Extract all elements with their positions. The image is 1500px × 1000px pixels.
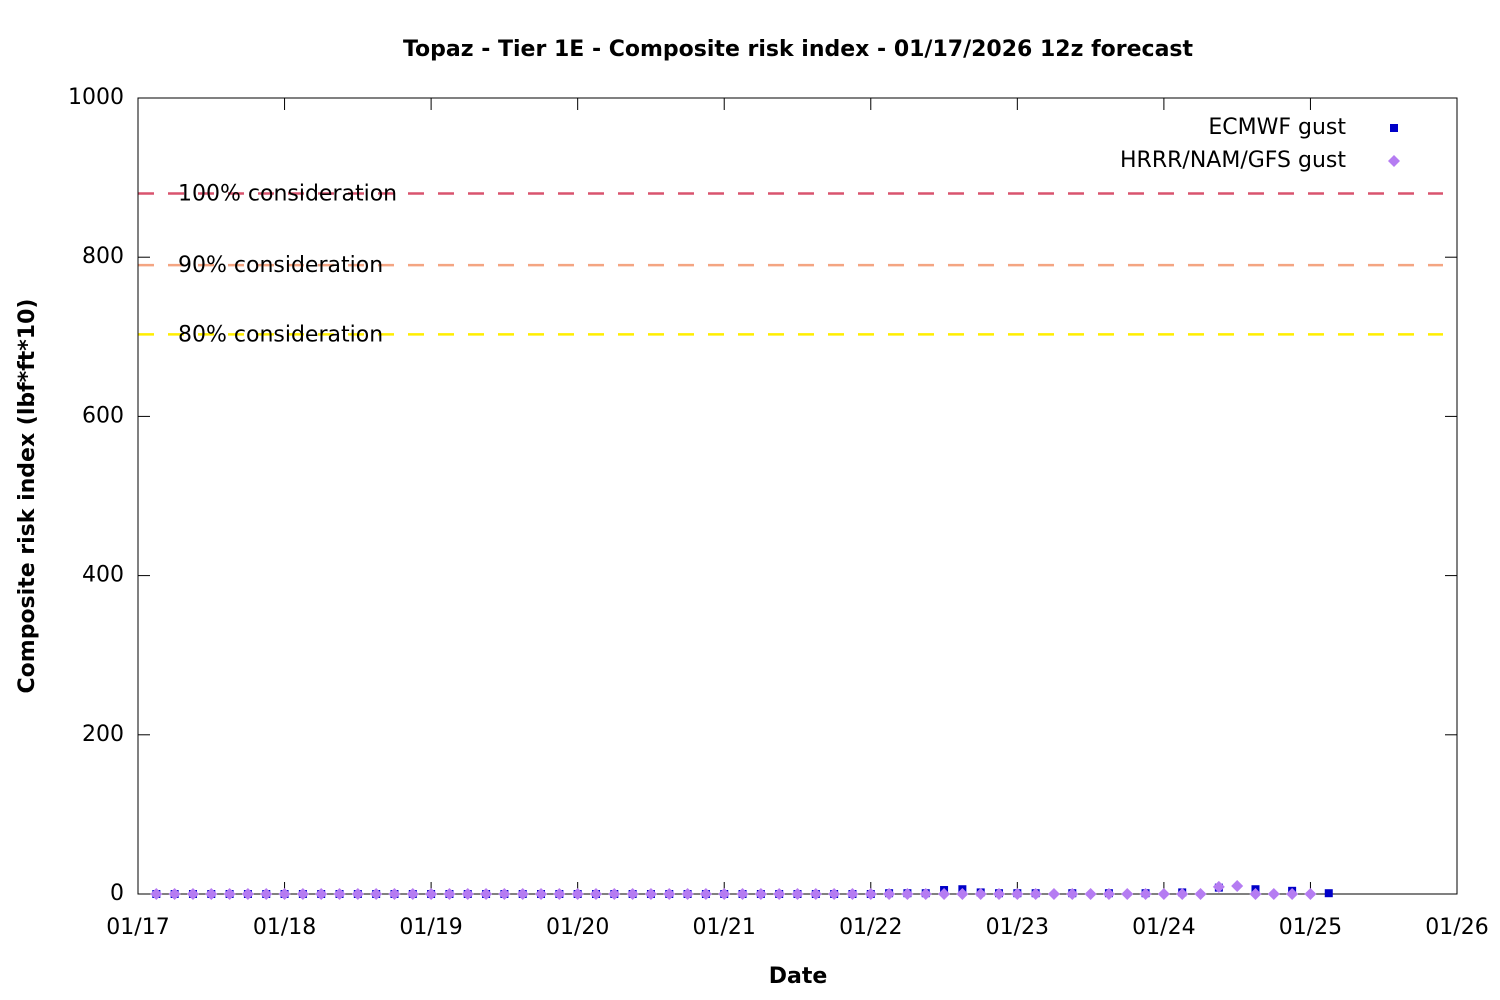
point — [1176, 888, 1189, 900]
x-axis-label: Date — [769, 964, 828, 989]
x-tick-label: 01/20 — [546, 915, 609, 940]
legend-marker — [1388, 155, 1400, 167]
point — [938, 888, 951, 900]
y-tick-label: 0 — [110, 881, 124, 906]
y-tick-label: 400 — [82, 563, 124, 588]
chart-title: Topaz - Tier 1E - Composite risk index -… — [403, 37, 1194, 62]
point — [333, 888, 346, 900]
point — [956, 888, 969, 900]
point — [1212, 880, 1225, 893]
x-tick-label: 01/24 — [1132, 915, 1195, 940]
point — [663, 888, 676, 900]
point — [296, 888, 309, 900]
point — [1047, 888, 1060, 900]
point — [699, 888, 712, 900]
point — [864, 888, 877, 900]
y-tick-label: 800 — [82, 244, 124, 269]
point — [480, 888, 493, 900]
point — [186, 888, 199, 900]
point — [718, 888, 731, 900]
point — [461, 888, 474, 900]
point — [1304, 888, 1317, 900]
point — [1084, 888, 1097, 900]
point — [1286, 888, 1299, 900]
point — [370, 888, 383, 900]
point — [553, 888, 566, 900]
point — [1194, 888, 1207, 900]
point — [241, 888, 254, 900]
point — [1249, 888, 1262, 900]
point — [278, 888, 291, 900]
threshold-label: 90% consideration — [178, 253, 383, 278]
point — [809, 888, 822, 900]
point — [168, 888, 181, 900]
point — [406, 888, 419, 900]
point — [846, 888, 859, 900]
point — [425, 888, 438, 900]
point — [626, 888, 639, 900]
point — [1102, 888, 1115, 900]
point — [681, 888, 694, 900]
point — [571, 888, 584, 900]
y-tick-label: 1000 — [68, 85, 124, 110]
point — [773, 888, 786, 900]
legend-label: ECMWF gust — [1208, 115, 1346, 140]
point — [791, 888, 804, 900]
point — [919, 888, 932, 900]
point — [443, 888, 456, 900]
point — [260, 888, 273, 900]
y-axis-label: Composite risk index (lbf*ft*10) — [15, 299, 40, 694]
point — [1011, 888, 1024, 900]
x-tick-label: 01/23 — [986, 915, 1049, 940]
x-tick-label: 01/25 — [1279, 915, 1342, 940]
point — [516, 888, 529, 900]
point — [150, 888, 163, 900]
y-tick-label: 200 — [82, 722, 124, 747]
point — [351, 888, 364, 900]
point — [993, 888, 1006, 900]
legend-marker — [1390, 124, 1398, 132]
point — [1066, 888, 1079, 900]
point — [754, 888, 767, 900]
point — [974, 888, 987, 900]
point — [315, 888, 328, 900]
x-tick-label: 01/22 — [839, 915, 902, 940]
y-tick-label: 600 — [82, 403, 124, 428]
x-tick-label: 01/17 — [106, 915, 169, 940]
threshold-label: 100% consideration — [178, 182, 397, 207]
x-tick-label: 01/26 — [1425, 915, 1488, 940]
point — [1231, 880, 1244, 893]
legend-label: HRRR/NAM/GFS gust — [1120, 148, 1346, 173]
point — [1324, 889, 1333, 898]
x-tick-label: 01/19 — [399, 915, 462, 940]
x-tick-label: 01/18 — [253, 915, 316, 940]
point — [1157, 888, 1170, 900]
point — [1267, 888, 1280, 900]
point — [901, 888, 914, 900]
threshold-label: 80% consideration — [178, 322, 383, 347]
point — [608, 888, 621, 900]
point — [535, 888, 548, 900]
point — [205, 888, 218, 900]
point — [1121, 888, 1134, 900]
point — [589, 888, 602, 900]
x-tick-label: 01/21 — [693, 915, 756, 940]
point — [828, 888, 841, 900]
point — [388, 888, 401, 900]
point — [644, 888, 657, 900]
point — [883, 888, 896, 900]
point — [736, 888, 749, 900]
point — [498, 888, 511, 900]
point — [1139, 888, 1152, 900]
point — [223, 888, 236, 900]
point — [1029, 888, 1042, 900]
